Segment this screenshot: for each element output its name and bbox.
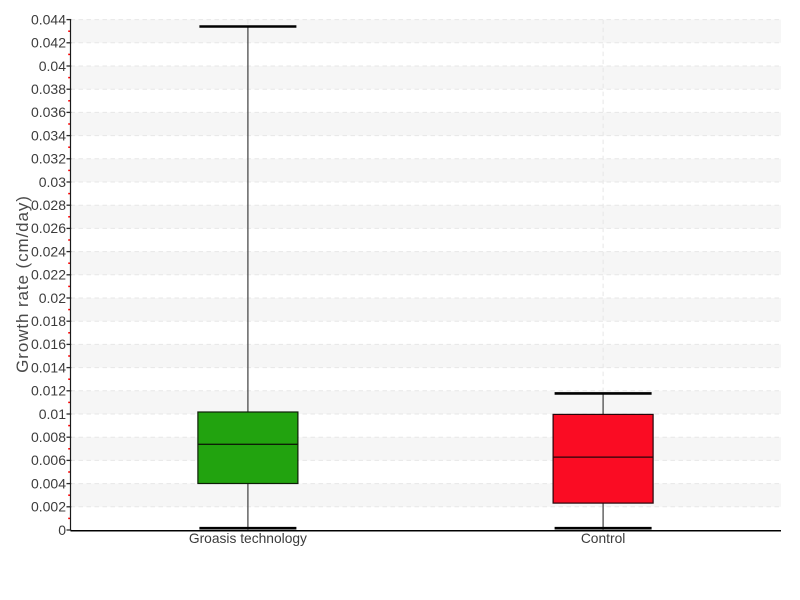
svg-text:0.018: 0.018 <box>31 313 66 329</box>
svg-text:0.016: 0.016 <box>31 336 66 352</box>
svg-text:0.022: 0.022 <box>31 267 66 283</box>
svg-text:Control: Control <box>581 531 625 546</box>
svg-text:Groasis technology: Groasis technology <box>189 531 307 546</box>
svg-text:0.008: 0.008 <box>31 429 66 445</box>
svg-text:0.038: 0.038 <box>31 81 66 97</box>
svg-text:Growth rate (cm/day): Growth rate (cm/day) <box>13 195 32 373</box>
svg-text:0.002: 0.002 <box>31 499 66 515</box>
svg-text:0.042: 0.042 <box>31 35 66 51</box>
svg-text:0.036: 0.036 <box>31 104 66 120</box>
svg-text:0.044: 0.044 <box>31 11 66 27</box>
svg-text:0.006: 0.006 <box>31 452 66 468</box>
svg-text:0.004: 0.004 <box>31 475 66 491</box>
svg-text:0.026: 0.026 <box>31 220 66 236</box>
svg-text:0.014: 0.014 <box>31 359 66 375</box>
svg-text:0.012: 0.012 <box>31 383 66 399</box>
svg-text:0.034: 0.034 <box>31 127 66 143</box>
svg-text:0: 0 <box>58 522 66 538</box>
svg-text:0.02: 0.02 <box>39 290 66 306</box>
svg-text:0.01: 0.01 <box>39 406 66 422</box>
svg-text:0.04: 0.04 <box>39 58 66 74</box>
svg-text:0.028: 0.028 <box>31 197 66 213</box>
svg-text:0.03: 0.03 <box>39 174 66 190</box>
svg-text:0.032: 0.032 <box>31 151 66 167</box>
svg-text:0.024: 0.024 <box>31 243 66 259</box>
